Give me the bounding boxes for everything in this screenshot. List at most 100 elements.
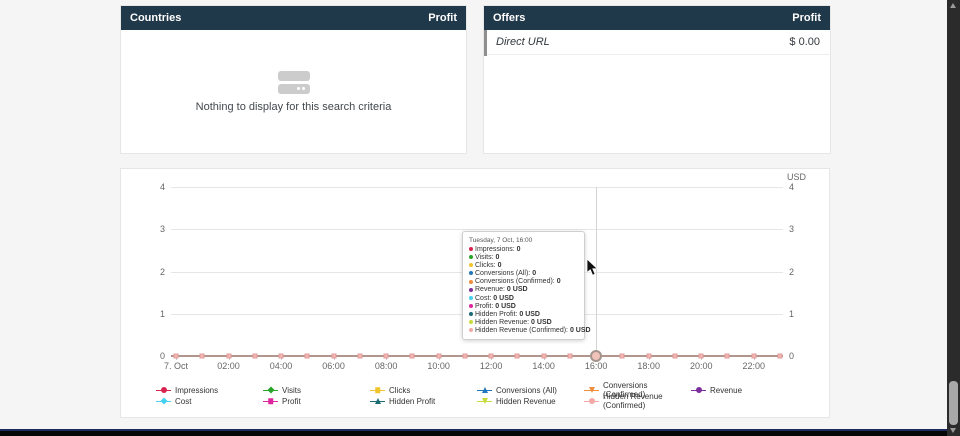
data-point[interactable] (567, 353, 573, 359)
legend-item-visits[interactable]: Visits (263, 385, 370, 395)
legend-item-impressions[interactable]: Impressions (156, 385, 263, 395)
data-point[interactable] (462, 353, 468, 359)
legend-marker-icon (263, 386, 278, 395)
series-color-dot (469, 320, 473, 324)
legend-label: Impressions (175, 385, 219, 395)
x-axis-label: 08:00 (374, 361, 398, 371)
legend-label: Conversions (Confirmed) (603, 381, 648, 399)
data-point[interactable] (409, 353, 415, 359)
data-point[interactable] (383, 353, 389, 359)
hovered-data-point[interactable] (590, 350, 603, 362)
x-axis-label: 20:00 (689, 361, 713, 371)
data-point[interactable] (357, 353, 363, 359)
x-axis-label: 22:00 (742, 361, 765, 371)
data-point[interactable] (226, 353, 232, 359)
series-color-dot (469, 255, 473, 260)
series-color-dot (469, 287, 473, 292)
legend-item-profit[interactable]: Profit (263, 396, 370, 406)
data-point[interactable] (646, 353, 652, 359)
scroll-down-arrow-icon[interactable] (950, 428, 956, 433)
legend-item-revenue[interactable]: Revenue (691, 385, 798, 395)
tooltip-row: Revenue: 0 USD (469, 286, 580, 294)
chart-legend: Impressions Visits Clicks Conversions (All)… (156, 381, 798, 410)
legend-label: Hidden Revenue (496, 396, 556, 406)
legend-item-conversions-all[interactable]: Conversions (All) (477, 385, 584, 395)
tooltip-value: 0 USD (519, 310, 540, 318)
legend-marker-icon (477, 397, 492, 406)
tooltip-value: 0 USD (493, 294, 514, 302)
countries-panel-title: Countries (130, 12, 182, 24)
legend-symbol (695, 387, 702, 393)
series-line-zero (171, 355, 783, 357)
tooltip-label: Conversions (All): (475, 270, 533, 278)
data-point[interactable] (619, 353, 625, 359)
legend-item-hidden-revenue-confirmed[interactable]: Hidden Revenue (Confirmed) (584, 392, 691, 410)
tooltip-label: Profit: (475, 302, 496, 310)
legend-symbol (159, 397, 168, 405)
legend-label: Hidden Revenue (Confirmed) (603, 392, 663, 410)
tooltip-label: Clicks: (475, 262, 498, 270)
data-point[interactable] (488, 353, 494, 359)
data-point[interactable] (724, 353, 730, 359)
x-axis-label: 02:00 (217, 361, 240, 371)
legend-item-cost[interactable]: Cost (156, 396, 263, 406)
y-axis-label-left: 0 (159, 351, 165, 361)
x-axis-label: 14:00 (532, 361, 555, 371)
tooltip-row: Conversions (Confirmed): 0 (469, 278, 580, 286)
tooltip-row: Visits: 0 (469, 254, 580, 262)
tooltip-value: 0 (532, 270, 537, 278)
legend-item-clicks[interactable]: Clicks (370, 385, 477, 395)
data-point[interactable] (199, 353, 205, 359)
data-point[interactable] (436, 353, 442, 359)
legend-symbol (481, 398, 488, 404)
legend-item-conversions-confirmed[interactable]: Conversions (Confirmed) (584, 381, 691, 399)
y-gridline (171, 187, 783, 188)
y-axis-label-right: 2 (789, 266, 795, 277)
data-point[interactable] (698, 353, 704, 359)
data-point[interactable] (672, 353, 678, 359)
x-axis-label: 06:00 (322, 361, 345, 371)
data-point[interactable] (514, 353, 520, 359)
series-color-dot (469, 303, 473, 308)
offer-row[interactable]: Direct URL $ 0.00 (484, 30, 830, 55)
vertical-scrollbar[interactable] (947, 0, 960, 436)
tooltip-label: Visits: (475, 254, 496, 262)
tooltip-label: Revenue: (475, 286, 507, 294)
x-axis-label: 18:00 (637, 361, 660, 371)
series-color-dot (469, 247, 473, 252)
legend-item-hidden-profit[interactable]: Hidden Profit (370, 396, 477, 406)
tooltip-row: Clicks: 0 (469, 262, 580, 270)
data-point[interactable] (331, 353, 337, 359)
legend-symbol (267, 398, 274, 404)
data-point[interactable] (304, 353, 310, 359)
window-bottom-edge (0, 429, 960, 436)
legend-symbol (588, 398, 595, 404)
offers-list-scrollbar[interactable] (484, 30, 487, 56)
data-point[interactable] (173, 353, 179, 359)
legend-item-hidden-revenue[interactable]: Hidden Revenue (477, 396, 584, 406)
empty-state-text: Nothing to display for this search crite… (195, 100, 392, 113)
tooltip-title: Tuesday, 7 Oct, 16:00 (469, 237, 533, 244)
legend-label: Profit (282, 396, 301, 406)
legend-symbol (374, 398, 381, 404)
scroll-up-arrow-icon[interactable] (950, 3, 956, 8)
data-point[interactable] (278, 353, 284, 359)
offers-panel: Offers Profit Direct URL $ 0.00 (483, 5, 831, 154)
data-point[interactable] (252, 353, 258, 359)
y-axis-label-right: 1 (789, 308, 795, 319)
tooltip-row: Hidden Profit: 0 USD (469, 311, 580, 319)
x-axis-label: 16:00 (584, 361, 608, 371)
countries-panel: Countries Profit Nothing to display for … (120, 5, 467, 154)
data-point[interactable] (777, 353, 783, 359)
empty-data-icon (277, 70, 310, 94)
series-color-dot (469, 295, 473, 300)
tooltip-value: 0 (516, 246, 521, 253)
legend-label: Hidden Profit (389, 396, 436, 406)
legend-symbol (160, 387, 167, 393)
scrollbar-thumb[interactable] (949, 381, 958, 425)
tooltip-row: Hidden Revenue: 0 USD (469, 319, 580, 327)
tooltip-value: 0 USD (506, 286, 528, 294)
series-color-dot (469, 279, 473, 284)
data-point[interactable] (541, 353, 547, 359)
data-point[interactable] (751, 353, 757, 359)
